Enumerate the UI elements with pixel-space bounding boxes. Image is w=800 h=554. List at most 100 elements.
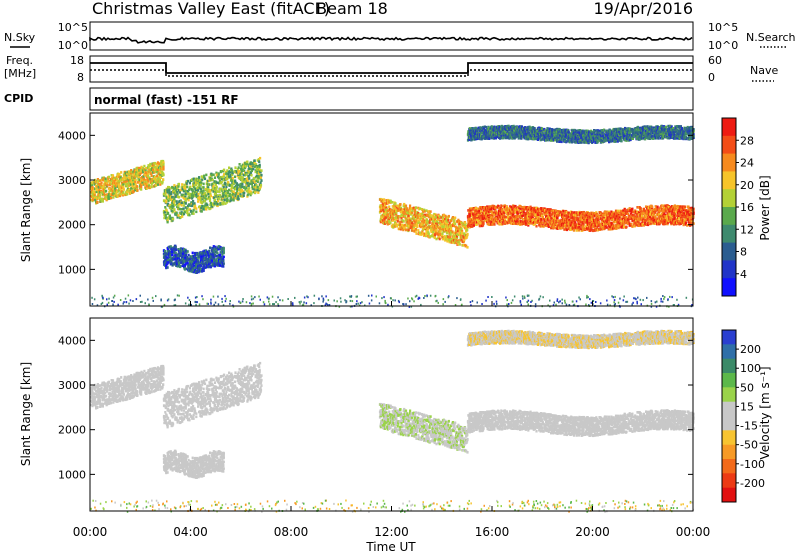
echo-cell	[415, 222, 418, 226]
echo-cell	[207, 265, 210, 269]
echo-cell	[191, 188, 194, 191]
echo-cell	[250, 192, 253, 195]
echo-cell	[578, 225, 581, 229]
echo-cell	[226, 194, 229, 198]
echo-cell	[242, 194, 245, 197]
echo-cell	[120, 178, 123, 181]
echo-cell	[429, 216, 432, 220]
echo-cell	[137, 178, 140, 182]
echo-cell	[400, 217, 403, 220]
echo-cell	[445, 227, 448, 230]
echo-cell	[172, 257, 176, 260]
echo-cell	[122, 191, 125, 194]
echo-cell	[504, 210, 507, 214]
echo-cell	[640, 217, 643, 220]
echo-cell	[428, 214, 431, 218]
frequency-trace	[90, 62, 693, 74]
echo-cell	[530, 209, 533, 213]
echo-cell	[140, 183, 143, 186]
echo-cell	[587, 227, 591, 231]
echo-cell	[255, 176, 258, 179]
echo-cell	[645, 219, 648, 222]
echo-cell	[574, 223, 577, 227]
echo-cell	[182, 201, 186, 204]
echo-cell	[381, 213, 384, 217]
echo-cell	[181, 187, 184, 191]
echo-cell	[195, 271, 198, 274]
echo-cell	[464, 226, 467, 230]
echo-cell	[168, 189, 171, 192]
echo-cell	[240, 172, 243, 176]
echo-cell	[199, 263, 202, 267]
echo-cell	[169, 250, 172, 254]
echo-cell	[213, 202, 216, 205]
echo-cell	[540, 214, 544, 218]
echo-cell	[396, 220, 399, 223]
echo-cell	[191, 261, 194, 264]
echo-cell	[244, 188, 247, 191]
echo-cell	[156, 161, 160, 164]
echo-cell	[215, 255, 219, 258]
echo-cell	[638, 224, 641, 227]
echo-cell	[208, 199, 212, 203]
echo-cell	[151, 181, 154, 185]
echo-cell	[90, 189, 94, 193]
echo-cell	[91, 181, 94, 184]
echo-cell	[150, 172, 153, 175]
echo-cell	[98, 189, 101, 192]
echo-cell	[571, 227, 575, 230]
echo-cell	[610, 218, 613, 222]
echo-cell	[156, 175, 159, 178]
echo-cell	[575, 211, 578, 214]
echo-cell	[188, 181, 191, 185]
echo-cell	[220, 177, 223, 181]
echo-cell	[477, 213, 480, 217]
noise-tick-bottom: 10^0	[58, 39, 88, 52]
echo-cell	[173, 263, 176, 266]
echo-cell	[199, 255, 202, 259]
echo-cell	[254, 170, 257, 174]
echo-cell	[526, 214, 529, 218]
echo-cell	[465, 236, 468, 239]
echo-cell	[547, 219, 550, 223]
echo-cell	[585, 213, 588, 217]
echo-cell	[552, 225, 555, 228]
echo-cell	[616, 225, 619, 228]
echo-cell	[114, 191, 117, 195]
echo-cell	[482, 221, 485, 224]
echo-cell	[164, 206, 167, 209]
echo-cell	[429, 210, 432, 213]
echo-cell	[109, 193, 112, 196]
echo-cell	[221, 257, 224, 260]
echo-cell	[170, 190, 173, 194]
echo-cell	[592, 222, 595, 225]
echo-cell	[186, 209, 189, 212]
echo-cell	[445, 222, 449, 226]
echo-cell	[136, 185, 139, 188]
echo-cell	[249, 164, 252, 168]
echo-cell	[147, 179, 150, 183]
echo-cell	[124, 175, 127, 178]
echo-cell	[418, 233, 421, 236]
cpid-text: normal (fast) -151 RF	[94, 93, 239, 107]
echo-cell	[185, 251, 188, 254]
echo-cell	[577, 229, 581, 232]
echo-cell	[254, 180, 257, 184]
echo-cell	[583, 214, 586, 218]
echo-cell	[226, 177, 229, 181]
echo-cell	[163, 189, 166, 192]
echo-cell	[607, 223, 610, 226]
echo-cell	[118, 172, 121, 176]
echo-cell	[195, 195, 198, 199]
echo-cell	[524, 219, 527, 222]
echo-cell	[132, 187, 135, 190]
echo-cell	[437, 214, 440, 217]
echo-cell	[208, 179, 211, 182]
echo-cell	[440, 216, 443, 219]
echo-cell	[507, 216, 510, 219]
echo-cell	[528, 212, 531, 215]
echo-cell	[141, 169, 145, 172]
echo-cell	[524, 221, 528, 225]
echo-cell	[455, 230, 458, 234]
echo-cell	[433, 216, 436, 220]
